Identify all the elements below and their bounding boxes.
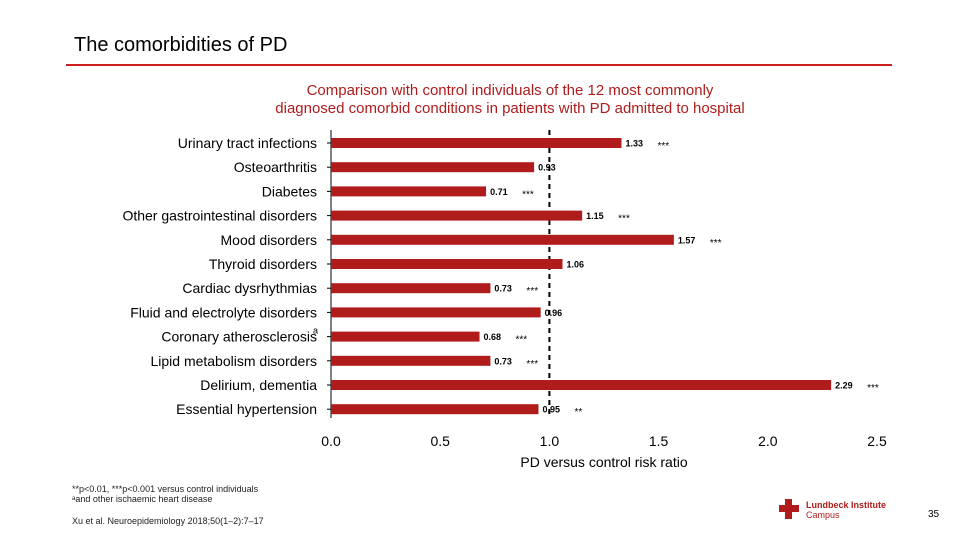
value-label: 0.68 <box>484 332 502 342</box>
category-label: Essential hypertension <box>176 401 317 417</box>
significance-marker: *** <box>867 383 879 394</box>
bar <box>331 380 832 390</box>
category-superscript: a <box>313 326 318 336</box>
x-tick-label: 1.0 <box>540 433 560 449</box>
value-label: 0.93 <box>538 163 556 173</box>
chart-title: Comparison with control individuals of t… <box>180 82 840 118</box>
value-label: 1.33 <box>625 139 643 149</box>
significance-marker: *** <box>657 141 669 152</box>
category-label: Lipid metabolism disorders <box>150 353 317 369</box>
bar <box>331 283 491 294</box>
logo-sub: Campus <box>806 510 840 520</box>
page-number: 35 <box>928 509 940 520</box>
footnote-superscript: ᵃand other ischaemic heart disease <box>72 494 213 504</box>
chart-title-line-1: Comparison with control individuals of t… <box>306 82 714 99</box>
title-divider <box>66 64 892 66</box>
x-axis-label: PD versus control risk ratio <box>520 454 687 470</box>
bar <box>331 210 583 221</box>
category-label: Coronary atherosclerosis <box>161 329 317 345</box>
significance-marker: *** <box>526 286 538 297</box>
chart-title-line-2: diagnosed comorbid conditions in patient… <box>275 100 745 117</box>
significance-marker: *** <box>710 238 722 249</box>
x-tick-label: 0.0 <box>321 433 341 449</box>
category-label: Urinary tract infections <box>178 135 317 151</box>
x-tick-label: 2.0 <box>758 433 778 449</box>
value-label: 0.96 <box>545 308 563 318</box>
value-label: 2.29 <box>835 381 853 391</box>
category-label: Fluid and electrolyte disorders <box>130 304 317 320</box>
category-label: Delirium, dementia <box>200 377 317 393</box>
category-label: Diabetes <box>262 183 317 199</box>
value-label: 0.71 <box>490 187 508 197</box>
category-label: Cardiac dysrhythmias <box>182 280 317 296</box>
lundbeck-logo: Lundbeck Institute Campus <box>778 498 886 525</box>
value-label: 0.73 <box>494 284 512 294</box>
bar <box>331 259 563 269</box>
bar <box>331 404 539 415</box>
bar <box>331 162 535 173</box>
x-tick-label: 2.5 <box>867 433 887 449</box>
value-label: 0.95 <box>542 405 560 415</box>
bar <box>331 355 491 366</box>
category-label: Mood disorders <box>221 232 318 248</box>
significance-marker: *** <box>522 189 534 200</box>
category-label: Osteoarthritis <box>234 159 317 175</box>
x-tick-label: 0.5 <box>430 433 450 449</box>
x-tick-label: 1.5 <box>649 433 669 449</box>
value-label: 1.57 <box>678 235 696 245</box>
category-label: Other gastrointestinal disorders <box>122 208 317 224</box>
value-label: 1.15 <box>586 211 604 221</box>
category-label: Thyroid disorders <box>209 256 317 272</box>
bar <box>331 307 541 318</box>
bar <box>331 186 487 197</box>
bar <box>331 331 480 342</box>
logo-icon <box>779 499 799 519</box>
significance-marker: *** <box>618 214 630 225</box>
bar <box>331 138 622 148</box>
significance-marker: *** <box>526 359 538 370</box>
value-label: 0.73 <box>494 356 512 366</box>
significance-marker: ** <box>574 407 582 418</box>
footnote-reference: Xu et al. Neuroepidemiology 2018;50(1–2)… <box>72 516 264 526</box>
footnote-significance: **p<0.01, ***p<0.001 versus control indi… <box>72 484 259 494</box>
bar <box>331 234 674 245</box>
significance-marker: *** <box>516 335 528 346</box>
value-label: 1.06 <box>567 260 585 270</box>
slide-title: The comorbidities of PD <box>74 34 288 56</box>
logo-name: Lundbeck Institute <box>806 500 887 510</box>
